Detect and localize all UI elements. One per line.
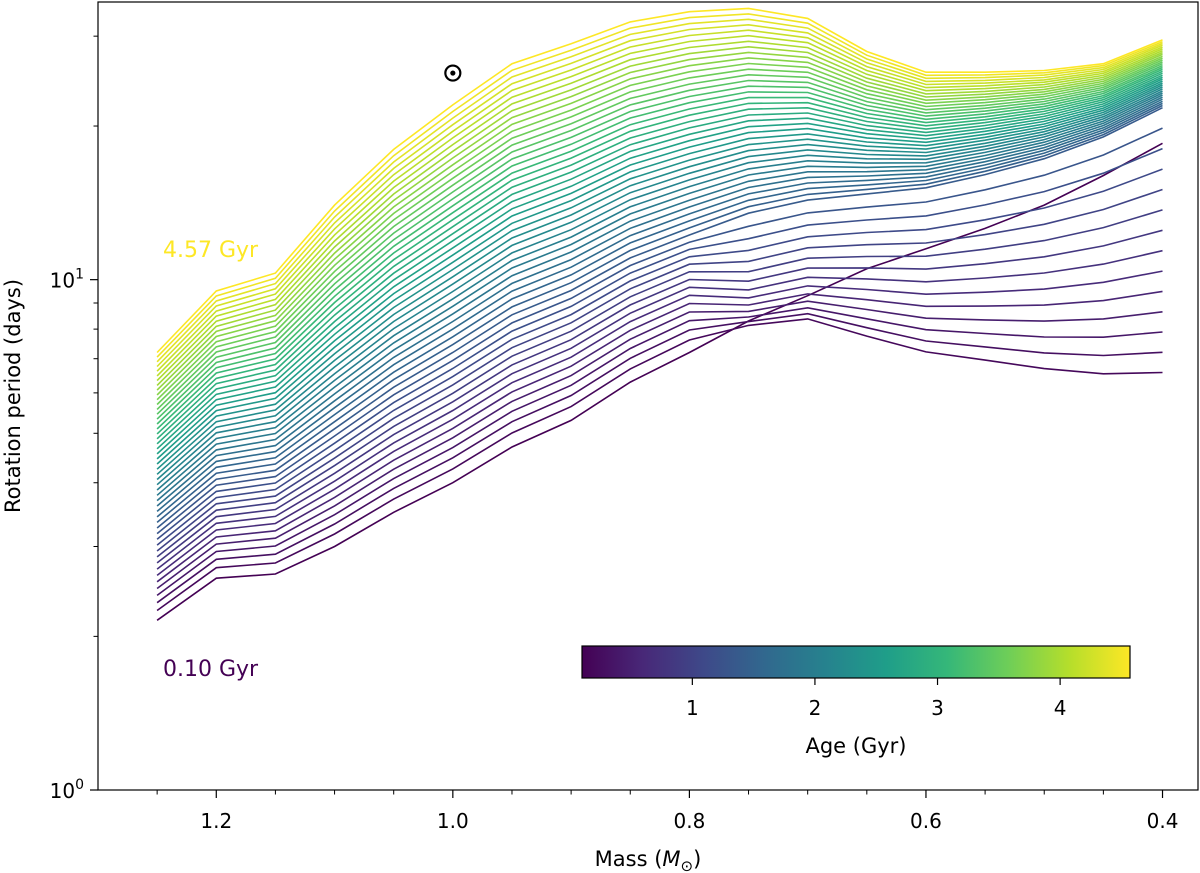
age-track-line (156, 57, 1163, 401)
age-track-line (156, 270, 1163, 577)
age-track-line (156, 34, 1163, 377)
age-track-line (156, 82, 1163, 465)
colorbar-label: Age (Gyr) (805, 734, 906, 758)
y-axis-label: Rotation period (days) (1, 279, 25, 513)
age-track-line (156, 188, 1163, 552)
age-track-line (156, 90, 1163, 486)
x-axis-label-main: Mass ( (595, 847, 663, 871)
colorbar: 1 2 3 4 Age (Gyr) (581, 645, 1131, 758)
age-track-line (156, 147, 1163, 540)
x-axis-label-symbol: M (662, 847, 680, 871)
x-axis-label: Mass (M⊙) (595, 847, 702, 873)
age-track-line (156, 229, 1163, 564)
age-track-line (156, 66, 1163, 425)
x-tick-label: 0.8 (673, 809, 705, 833)
y-tick-label: 100 (50, 777, 84, 803)
x-tick-label: 1.2 (200, 809, 232, 833)
age-track-line (156, 104, 1163, 524)
sun-icon (444, 64, 462, 82)
youngest-track-label: 0.10 Gyr (163, 657, 259, 682)
x-axis: 1.2 1.0 0.8 0.6 0.4 (156, 790, 1179, 833)
age-track-line (156, 59, 1163, 406)
age-track-line (156, 290, 1163, 583)
age-track-line (156, 74, 1163, 445)
y-tick-label: 101 (50, 267, 84, 293)
age-track-line (156, 61, 1163, 410)
age-track-line (156, 88, 1163, 481)
age-track-line (156, 29, 1163, 372)
colorbar-tick-label: 1 (686, 696, 699, 720)
age-track-line (156, 13, 1163, 358)
colorbar-tick-label: 3 (931, 696, 944, 720)
age-track-line (156, 68, 1163, 430)
age-track-line (156, 76, 1163, 450)
age-track-line (156, 98, 1163, 507)
age-track-line (156, 92, 1163, 491)
age-track-line (156, 51, 1163, 391)
age-track-line (156, 7, 1163, 354)
x-tick-label: 1.0 (437, 809, 469, 833)
x-axis-label-close: ) (693, 847, 701, 871)
age-track-line (156, 168, 1163, 546)
age-track-line (156, 55, 1163, 396)
age-track-line (156, 64, 1163, 420)
age-track-line (156, 318, 1163, 612)
age-tracks (156, 7, 1163, 621)
age-track-line (156, 306, 1163, 597)
colorbar-bar (581, 645, 1131, 679)
age-track-line (156, 100, 1163, 513)
y-axis: 100 101 (50, 35, 98, 803)
age-track-line (156, 300, 1163, 590)
age-track-line (156, 84, 1163, 470)
age-track-line (156, 78, 1163, 455)
oldest-track-label: 4.57 Gyr (163, 238, 259, 263)
age-track-line (156, 312, 1163, 604)
plot-frame (97, 1, 1199, 791)
age-track-line (156, 102, 1163, 518)
age-track-line (156, 80, 1163, 460)
age-track-line (156, 70, 1163, 435)
x-axis-label-sub: ⊙ (681, 857, 694, 873)
x-tick-label: 0.6 (910, 809, 942, 833)
age-track-line (156, 142, 1163, 621)
age-track-line (156, 62, 1163, 415)
age-track-line (156, 94, 1163, 496)
age-track-line (156, 72, 1163, 440)
age-track-line (156, 106, 1163, 529)
age-track-line (156, 127, 1163, 535)
age-track-line (156, 249, 1163, 570)
x-tick-label: 0.4 (1147, 809, 1179, 833)
age-track-line (156, 209, 1163, 558)
age-track-line (156, 23, 1163, 368)
age-track-line (156, 96, 1163, 502)
age-track-line (156, 40, 1163, 382)
age-track-line (156, 18, 1163, 363)
colorbar-tick-label: 2 (809, 696, 822, 720)
colorbar-ticks: 1 2 3 4 (686, 678, 1067, 720)
colorbar-tick-label: 4 (1054, 696, 1067, 720)
age-track-line (156, 45, 1163, 386)
age-track-line (156, 86, 1163, 475)
